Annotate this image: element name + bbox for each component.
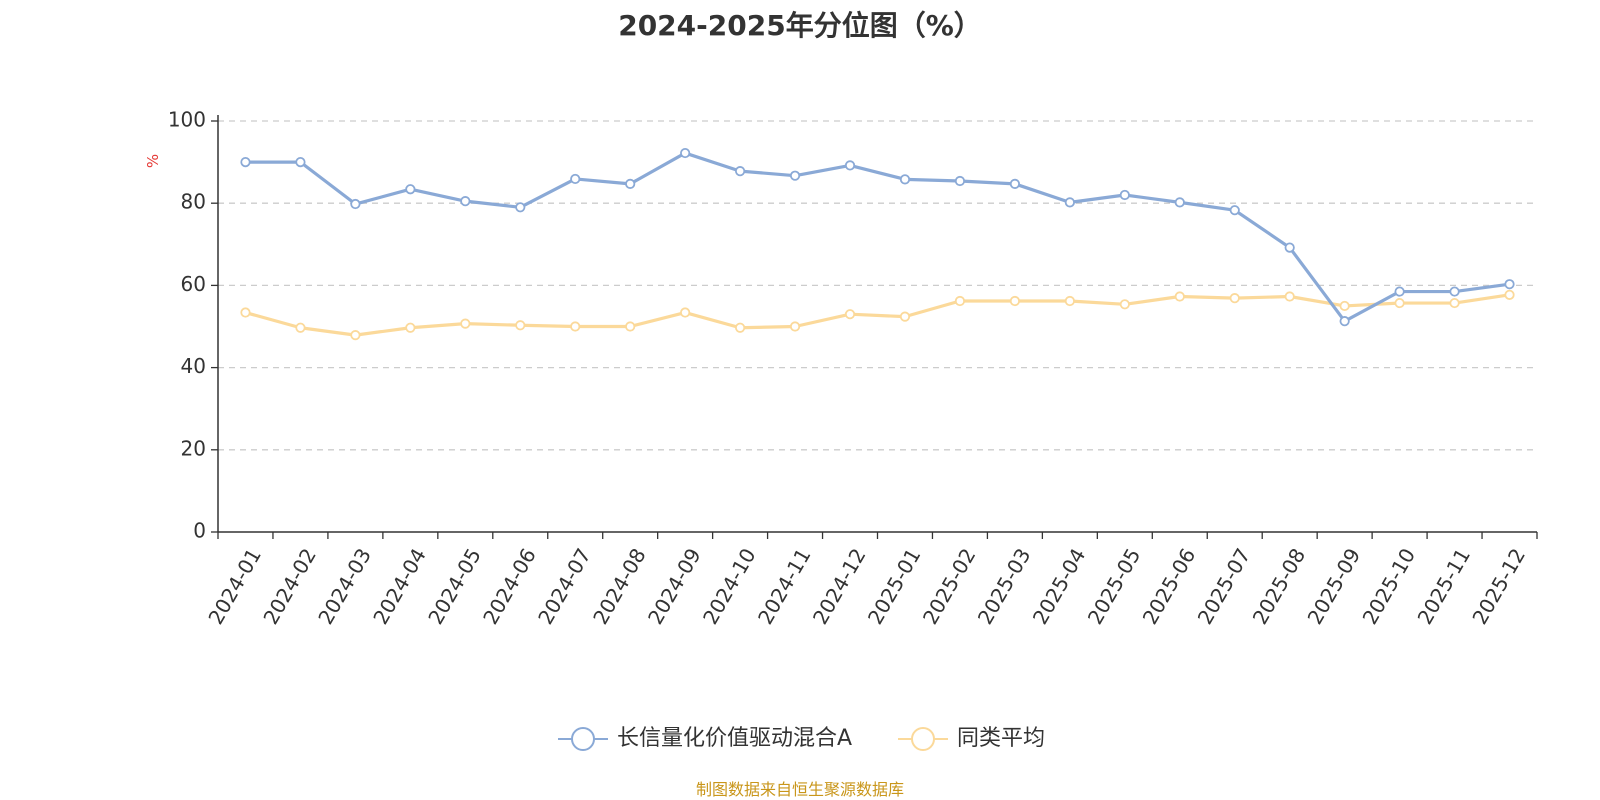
- data-point[interactable]: [1284, 291, 1295, 302]
- data-point[interactable]: [295, 157, 306, 168]
- data-point[interactable]: [1174, 197, 1185, 208]
- data-point[interactable]: [954, 175, 966, 187]
- series-1: [240, 147, 1515, 327]
- x-tick-label: 2025-12: [1467, 544, 1530, 628]
- data-point[interactable]: [1174, 291, 1185, 302]
- data-point[interactable]: [1119, 189, 1130, 201]
- data-point[interactable]: [954, 295, 966, 307]
- data-point[interactable]: [515, 320, 526, 331]
- data-point[interactable]: [570, 321, 581, 332]
- x-tick-label: 2024-11: [753, 544, 816, 628]
- x-tick-label: 2024-09: [643, 544, 706, 628]
- legend-item-1[interactable]: 长信量化价值驱动混合A: [558, 726, 852, 751]
- x-tick-label: 2024-10: [698, 544, 761, 628]
- x-tick-label: 2024-06: [478, 544, 541, 628]
- data-point[interactable]: [350, 330, 361, 341]
- legend-label: 长信量化价值驱动混合A: [617, 726, 852, 751]
- data-point[interactable]: [625, 178, 636, 189]
- source-note: 制图数据来自恒生聚源数据库: [695, 780, 904, 799]
- series-line: [245, 151, 1510, 323]
- x-tick-label: 2024-03: [313, 544, 376, 628]
- data-point[interactable]: [405, 322, 416, 333]
- series-line: [245, 293, 1510, 337]
- data-point[interactable]: [789, 170, 801, 181]
- data-point[interactable]: [1449, 286, 1460, 297]
- data-point[interactable]: [350, 198, 361, 210]
- x-tick-label: 2025-10: [1358, 544, 1421, 628]
- data-point[interactable]: [899, 311, 911, 322]
- data-point[interactable]: [1504, 279, 1515, 290]
- x-tick-label: 2024-02: [258, 544, 321, 628]
- x-tick-label: 2024-04: [368, 544, 431, 628]
- y-tick-label: 40: [181, 354, 206, 378]
- data-point[interactable]: [1504, 289, 1515, 300]
- data-point[interactable]: [240, 307, 251, 318]
- data-point[interactable]: [1064, 197, 1075, 208]
- data-point[interactable]: [460, 196, 471, 207]
- y-tick-label: 60: [181, 272, 206, 296]
- y-tick-label: 80: [181, 190, 206, 214]
- data-point[interactable]: [1009, 178, 1020, 189]
- legend[interactable]: 长信量化价值驱动混合A 同类平均: [558, 726, 1045, 751]
- x-tick-label: 2025-01: [863, 544, 926, 628]
- data-point[interactable]: [1394, 286, 1405, 297]
- x-tick-label: 2025-08: [1248, 544, 1311, 628]
- legend-swatch-marker: [571, 727, 595, 751]
- data-point[interactable]: [570, 173, 581, 185]
- x-tick-label: 2025-11: [1412, 544, 1475, 628]
- data-point[interactable]: [240, 157, 251, 168]
- data-point[interactable]: [405, 184, 416, 195]
- data-point[interactable]: [1394, 297, 1405, 309]
- y-tick-label: 0: [193, 519, 206, 543]
- data-point[interactable]: [460, 318, 471, 329]
- data-point[interactable]: [1229, 293, 1240, 304]
- data-point[interactable]: [1119, 299, 1130, 310]
- data-point[interactable]: [1449, 297, 1460, 309]
- data-point[interactable]: [515, 202, 526, 213]
- data-point[interactable]: [735, 166, 746, 177]
- data-point[interactable]: [625, 321, 636, 332]
- data-point[interactable]: [735, 322, 746, 333]
- x-tick-label: 2025-07: [1193, 544, 1256, 628]
- x-tick-label: 2024-07: [533, 544, 596, 628]
- y-tick-label: 100: [168, 108, 206, 132]
- x-tick-label: 2025-05: [1083, 544, 1146, 628]
- data-point[interactable]: [680, 307, 691, 318]
- data-point[interactable]: [789, 321, 801, 332]
- data-point[interactable]: [844, 160, 856, 171]
- grid-lines: [218, 120, 1537, 451]
- x-tick-label: 2025-09: [1303, 544, 1366, 628]
- data-point[interactable]: [1284, 242, 1295, 253]
- data-point[interactable]: [1064, 295, 1075, 307]
- chart-title: 2024-2025年分位图（%）: [618, 9, 982, 42]
- series-2: [240, 289, 1515, 341]
- legend-swatch-marker: [911, 727, 935, 751]
- data-point[interactable]: [1339, 316, 1350, 327]
- y-tick-label: 20: [181, 436, 206, 460]
- x-tick-label: 2024-05: [423, 544, 486, 628]
- data-point[interactable]: [295, 322, 306, 333]
- legend-label: 同类平均: [957, 726, 1045, 751]
- x-tick-label: 2024-08: [588, 544, 651, 628]
- data-point[interactable]: [844, 309, 856, 320]
- data-point[interactable]: [1009, 295, 1020, 307]
- data-point[interactable]: [899, 174, 911, 185]
- data-point[interactable]: [680, 147, 691, 159]
- x-tick-label: 2025-04: [1028, 544, 1091, 628]
- x-tick-label: 2025-02: [918, 544, 981, 628]
- x-tick-label: 2024-12: [808, 544, 871, 628]
- y-axis-label: %: [144, 154, 162, 168]
- data-point[interactable]: [1339, 300, 1350, 312]
- x-tick-label: 2025-06: [1138, 544, 1201, 628]
- series-lines: [240, 147, 1515, 341]
- legend-item-2[interactable]: 同类平均: [898, 726, 1045, 751]
- x-tick-label: 2024-01: [203, 544, 266, 628]
- data-point[interactable]: [1229, 205, 1240, 216]
- x-tick-label: 2025-03: [973, 544, 1036, 628]
